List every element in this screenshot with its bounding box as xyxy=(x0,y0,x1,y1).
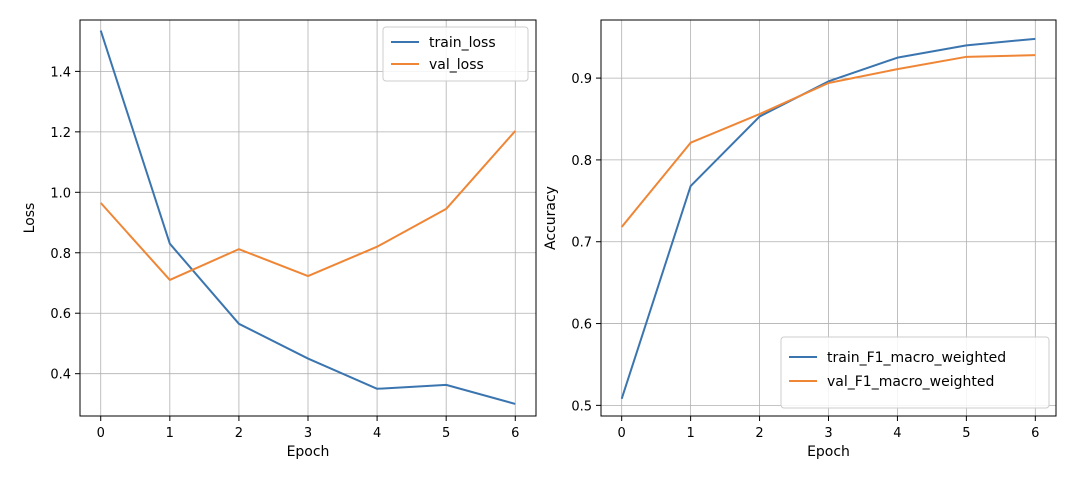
legend: train_F1_macro_weighted val_F1_macro_weig… xyxy=(780,336,1050,409)
legend-label: train_loss xyxy=(429,35,496,51)
x-tick-label: 3 xyxy=(824,426,832,441)
x-tick-label: 1 xyxy=(686,426,694,441)
x-tick-label: 6 xyxy=(511,426,519,441)
chart-1: 0 1 2 3 4 5 6 0.4 0.6 0.8 1.0 1.2 1.4 Epoch Loss train_… xyxy=(22,19,537,460)
y-tick-label: 0.6 xyxy=(50,307,71,322)
y-axis-label: Accuracy xyxy=(543,186,559,250)
legend: train_loss val_loss xyxy=(382,26,529,82)
legend-box xyxy=(780,336,1050,409)
legend-label: val_loss xyxy=(429,57,484,73)
y-axis-label: Loss xyxy=(22,203,38,234)
y-tick-label: 0.9 xyxy=(571,72,592,87)
x-tick-label: 4 xyxy=(893,426,901,441)
y-tick-label: 0.8 xyxy=(50,247,71,262)
x-tick-label: 5 xyxy=(962,426,970,441)
y-tick-label: 0.8 xyxy=(571,154,592,169)
y-tick-label: 0.5 xyxy=(571,399,592,414)
y-tick-label: 0.6 xyxy=(571,318,592,333)
x-axis-label: Epoch xyxy=(807,444,850,460)
x-tick-label: 1 xyxy=(166,426,174,441)
series-line-val_F1_macro_weighted xyxy=(620,54,1036,228)
x-tick-label: 4 xyxy=(373,426,381,441)
legend-label: train_F1_macro_weighted xyxy=(827,350,1006,366)
x-tick-label: 0 xyxy=(97,426,105,441)
x-tick-label: 2 xyxy=(235,426,243,441)
series-line-train_F1_macro_weighted xyxy=(620,37,1036,400)
x-tick-label: 3 xyxy=(304,426,312,441)
legend-label: val_F1_macro_weighted xyxy=(827,374,994,390)
x-axis-label: Epoch xyxy=(287,444,330,460)
y-tick-label: 1.4 xyxy=(50,65,71,80)
y-tick-label: 1.2 xyxy=(50,126,71,141)
legend-box xyxy=(382,26,529,82)
x-tick-label: 6 xyxy=(1031,426,1039,441)
x-tick-label: 0 xyxy=(618,426,626,441)
y-tick-label: 1.0 xyxy=(50,186,71,201)
x-tick-label: 2 xyxy=(755,426,763,441)
x-tick-label: 5 xyxy=(442,426,450,441)
y-tick-label: 0.4 xyxy=(50,368,71,383)
chart-2: 0 1 2 3 4 5 6 0.5 0.6 0.7 0.8 0.9 Epoch Accuracy train… xyxy=(543,19,1057,460)
y-tick-label: 0.7 xyxy=(571,236,592,251)
series-line-train_loss xyxy=(99,30,516,405)
series-line-val_loss xyxy=(99,130,517,281)
